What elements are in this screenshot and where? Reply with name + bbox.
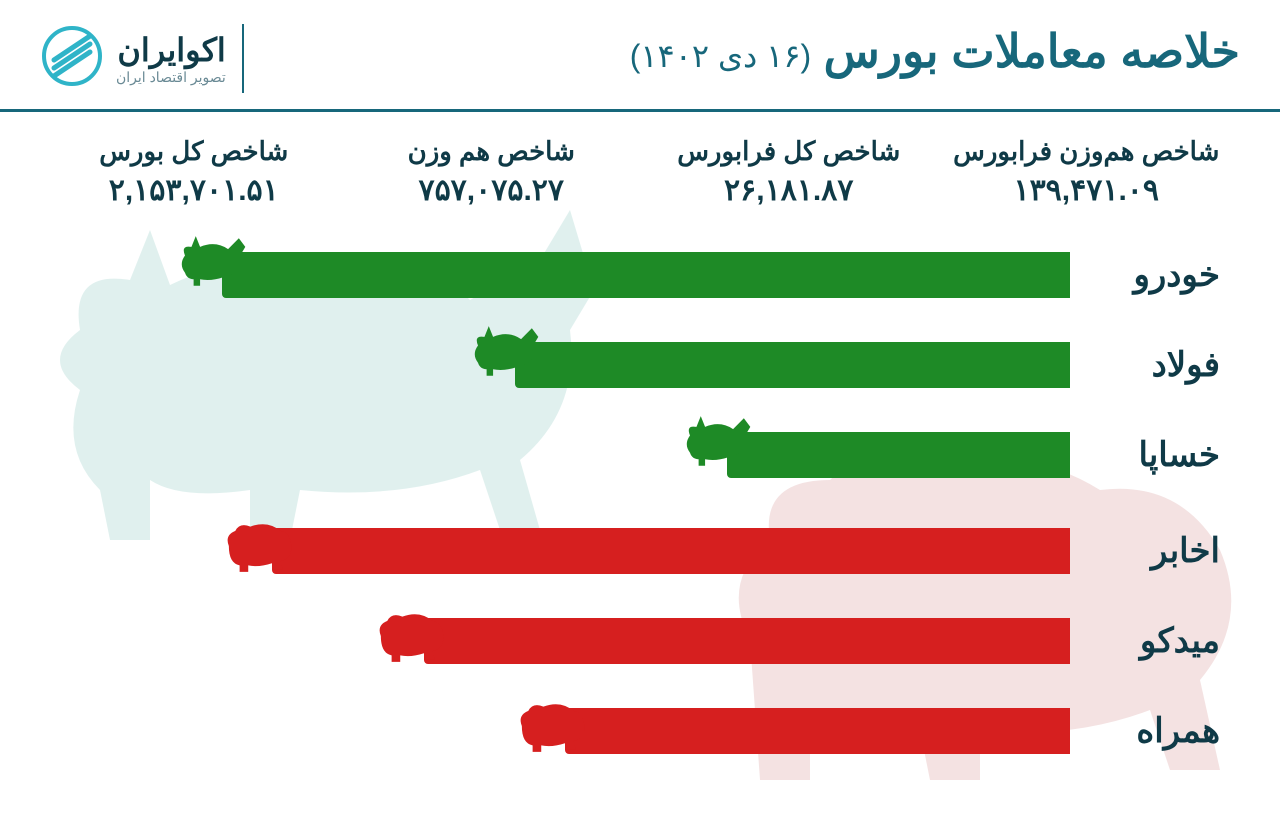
loser-row: میدکو — [60, 602, 1220, 680]
gainer-row: فولاد — [60, 326, 1220, 404]
loser-row: اخابر — [60, 512, 1220, 590]
metric-farabourse-equal: شاخص هم‌وزن فرابورس ۱۳۹,۴۷۱.۰۹ — [953, 136, 1221, 208]
bull-icon — [178, 234, 248, 290]
gainers-group: خودرو فولاد خساپا — [60, 236, 1220, 494]
gainer-bar — [222, 252, 1070, 298]
metric-label: شاخص هم‌وزن فرابورس — [953, 136, 1221, 167]
bull-icon — [471, 324, 541, 380]
metric-value: ۲۶,۱۸۱.۸۷ — [655, 173, 923, 208]
loser-bar — [424, 618, 1070, 664]
bar-track — [60, 342, 1070, 388]
brand-tagline: تصویر اقتصاد ایران — [116, 69, 226, 86]
gainer-row: خودرو — [60, 236, 1220, 314]
losers-group: اخابر میدکو همراه — [60, 512, 1220, 770]
metric-label: شاخص هم وزن — [358, 136, 626, 167]
bear-icon — [517, 698, 587, 754]
bar-track — [60, 708, 1070, 754]
gainer-row: خساپا — [60, 416, 1220, 494]
bull-icon — [683, 414, 753, 470]
bar-label: خودرو — [1070, 255, 1220, 295]
metric-label: شاخص کل فرابورس — [655, 136, 923, 167]
page-title: خلاصه معاملات بورس — [824, 25, 1240, 77]
metric-equal-weight: شاخص هم وزن ۷۵۷,۰۷۵.۲۷ — [358, 136, 626, 208]
brand-logo-icon — [40, 24, 104, 93]
gainer-bar — [515, 342, 1071, 388]
metric-value: ۱۳۹,۴۷۱.۰۹ — [953, 173, 1221, 208]
bar-track — [60, 432, 1070, 478]
brand: اکوایران تصویر اقتصاد ایران — [40, 24, 244, 93]
bar-label: فولاد — [1070, 345, 1220, 385]
metric-total-index: شاخص کل بورس ۲,۱۵۳,۷۰۱.۵۱ — [60, 136, 328, 208]
metric-value: ۷۵۷,۰۷۵.۲۷ — [358, 173, 626, 208]
bars-chart: خودرو فولاد خساپا اخاب — [0, 216, 1280, 770]
bar-label: میدکو — [1070, 621, 1220, 661]
gainer-bar — [727, 432, 1070, 478]
bar-label: همراه — [1070, 711, 1220, 751]
bar-label: خساپا — [1070, 435, 1220, 475]
loser-row: همراه — [60, 692, 1220, 770]
bar-track — [60, 618, 1070, 664]
bar-track — [60, 528, 1070, 574]
metric-label: شاخص کل بورس — [60, 136, 328, 167]
page-subtitle: (۱۶ دی ۱۴۰۲) — [630, 38, 812, 74]
page-title-wrap: خلاصه معاملات بورس (۱۶ دی ۱۴۰۲) — [630, 24, 1240, 78]
loser-bar — [272, 528, 1070, 574]
bear-icon — [224, 518, 294, 574]
loser-bar — [565, 708, 1070, 754]
metrics-row: شاخص کل بورس ۲,۱۵۳,۷۰۱.۵۱ شاخص هم وزن ۷۵… — [0, 112, 1280, 216]
metric-farabourse-total: شاخص کل فرابورس ۲۶,۱۸۱.۸۷ — [655, 136, 923, 208]
bar-track — [60, 252, 1070, 298]
metric-value: ۲,۱۵۳,۷۰۱.۵۱ — [60, 173, 328, 208]
bar-label: اخابر — [1070, 531, 1220, 571]
brand-name: اکوایران — [116, 31, 226, 69]
bear-icon — [376, 608, 446, 664]
header: اکوایران تصویر اقتصاد ایران خلاصه معاملا… — [0, 0, 1280, 112]
